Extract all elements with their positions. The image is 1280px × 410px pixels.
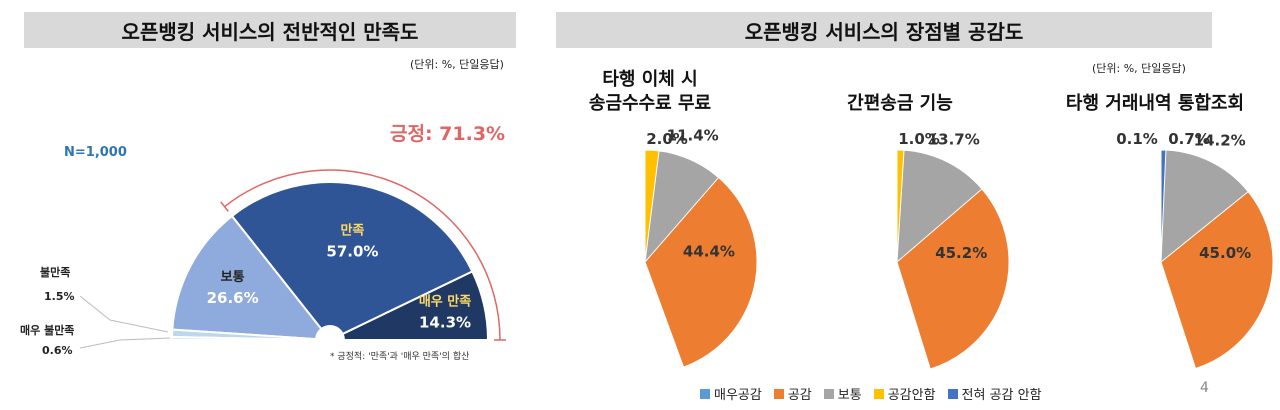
pie-title-history: 타행 거래내역 통합조회 bbox=[1030, 92, 1280, 116]
half-donut-category-3: 불만족 bbox=[40, 265, 70, 279]
pie-title-fee-line2: 송금수수료 무료 bbox=[588, 93, 712, 114]
pie-title-fee-line1: 타행 이체 시 bbox=[602, 69, 698, 90]
legend-swatch bbox=[947, 388, 958, 399]
legend-swatch bbox=[773, 388, 784, 399]
half-donut-value-0: 14.3% bbox=[419, 314, 471, 332]
pie-simple-transfer-slice-3 bbox=[896, 149, 905, 263]
leader-line-3 bbox=[79, 295, 169, 333]
pie-history-label-4: 0.7% bbox=[1168, 130, 1210, 148]
legend-label: 전혀 공감 안함 bbox=[961, 388, 1042, 403]
pie-fee-label-2: 11.4% bbox=[667, 127, 719, 145]
pie-simple-transfer-label-3: 1.0% bbox=[898, 130, 940, 148]
legend-item: 공감안함 bbox=[873, 384, 936, 403]
pie-history-label-3: 0.1% bbox=[1116, 130, 1158, 148]
pie-history-label-2: 14.2% bbox=[1194, 131, 1246, 149]
pie-simple-transfer-label-2: 13.7% bbox=[928, 130, 980, 148]
positive-total-label: 긍정: 71.3% bbox=[390, 123, 505, 145]
pie-title-history-line1: 타행 거래내역 통합조회 bbox=[1065, 93, 1245, 114]
pie-title-simple-transfer-line1: 간편송금 기능 bbox=[847, 93, 953, 114]
legend-item: 매우공감 bbox=[700, 384, 762, 403]
left-chart-title: 오픈뱅킹 서비스의 전반적인 만족도 bbox=[24, 12, 516, 48]
half-donut-slice-2 bbox=[171, 214, 323, 341]
legend-label: 매우공감 bbox=[714, 388, 762, 403]
legend-item: 전혀 공감 안함 bbox=[947, 384, 1042, 403]
half-donut-slice-0 bbox=[341, 270, 490, 341]
legend-item: 공감 bbox=[773, 384, 812, 403]
half-donut-slice-4 bbox=[170, 336, 318, 341]
pie-title-simple-transfer: 간편송금 기능 bbox=[790, 92, 1010, 116]
half-donut-category-4: 매우 불만족 bbox=[20, 323, 74, 337]
advantage-pies: 42.2%44.4%11.4%2.0%40.1%45.2%13.7%1.0%40… bbox=[644, 127, 1274, 370]
legend-swatch bbox=[873, 388, 884, 399]
pie-title-fee: 타행 이체 시 송금수수료 무료 bbox=[540, 68, 760, 116]
half-donut-category-0: 매우 만족 bbox=[419, 294, 471, 310]
leader-line-4 bbox=[79, 337, 171, 349]
legend-label: 보통 bbox=[837, 388, 862, 403]
right-unit-label: (단위: %, 단일응답) bbox=[1092, 62, 1186, 75]
pie-history-label-1: 45.0% bbox=[1199, 244, 1251, 262]
pie-history-slice-4 bbox=[1160, 149, 1167, 263]
half-donut-category-2: 보통 bbox=[221, 270, 245, 285]
half-donut-value-3: 1.5% bbox=[44, 290, 75, 303]
legend-swatch bbox=[823, 388, 834, 399]
sample-size-label: N=1,000 bbox=[64, 145, 127, 160]
footnote: * 긍정적: '만족'과 '매우 만족'의 합산 bbox=[330, 352, 470, 362]
half-donut-category-1: 만족 bbox=[340, 223, 364, 239]
pie-history-slice-2 bbox=[1160, 149, 1249, 264]
satisfaction-half-donut: 매우 만족 14.3% 만족 57.0% 보통 26.6% bbox=[170, 181, 490, 341]
pie-fee-label-1: 44.4% bbox=[683, 243, 735, 261]
positive-bracket-arc bbox=[224, 169, 501, 341]
half-donut-value-1: 57.0% bbox=[326, 243, 378, 261]
half-donut-value-2: 26.6% bbox=[207, 289, 259, 307]
right-chart-title: 오픈뱅킹 서비스의 장점별 공감도 bbox=[556, 12, 1212, 48]
legend: 매우공감 공감 보통 공감안함 전혀 공감 안함 bbox=[700, 384, 1042, 403]
positive-bracket-start bbox=[220, 201, 229, 212]
left-unit-label: (단위: %, 단일응답) bbox=[410, 58, 504, 71]
legend-swatch bbox=[700, 388, 710, 399]
legend-item: 보통 bbox=[823, 384, 862, 403]
pie-fee-slice-3 bbox=[644, 149, 660, 263]
pie-simple-transfer-label-1: 45.2% bbox=[935, 244, 987, 262]
pie-fee-label-3: 2.0% bbox=[646, 130, 688, 148]
page-number: 4 bbox=[1200, 380, 1209, 396]
half-donut-value-4: 0.6% bbox=[42, 344, 73, 357]
half-donut-slice-1 bbox=[230, 181, 474, 336]
left-annotations: 불만족 1.5% 매우 불만족 0.6% N=1,000 긍정: 71.3% bbox=[20, 123, 506, 357]
legend-label: 공감안함 bbox=[887, 388, 936, 403]
legend-label: 공감 bbox=[787, 388, 812, 403]
